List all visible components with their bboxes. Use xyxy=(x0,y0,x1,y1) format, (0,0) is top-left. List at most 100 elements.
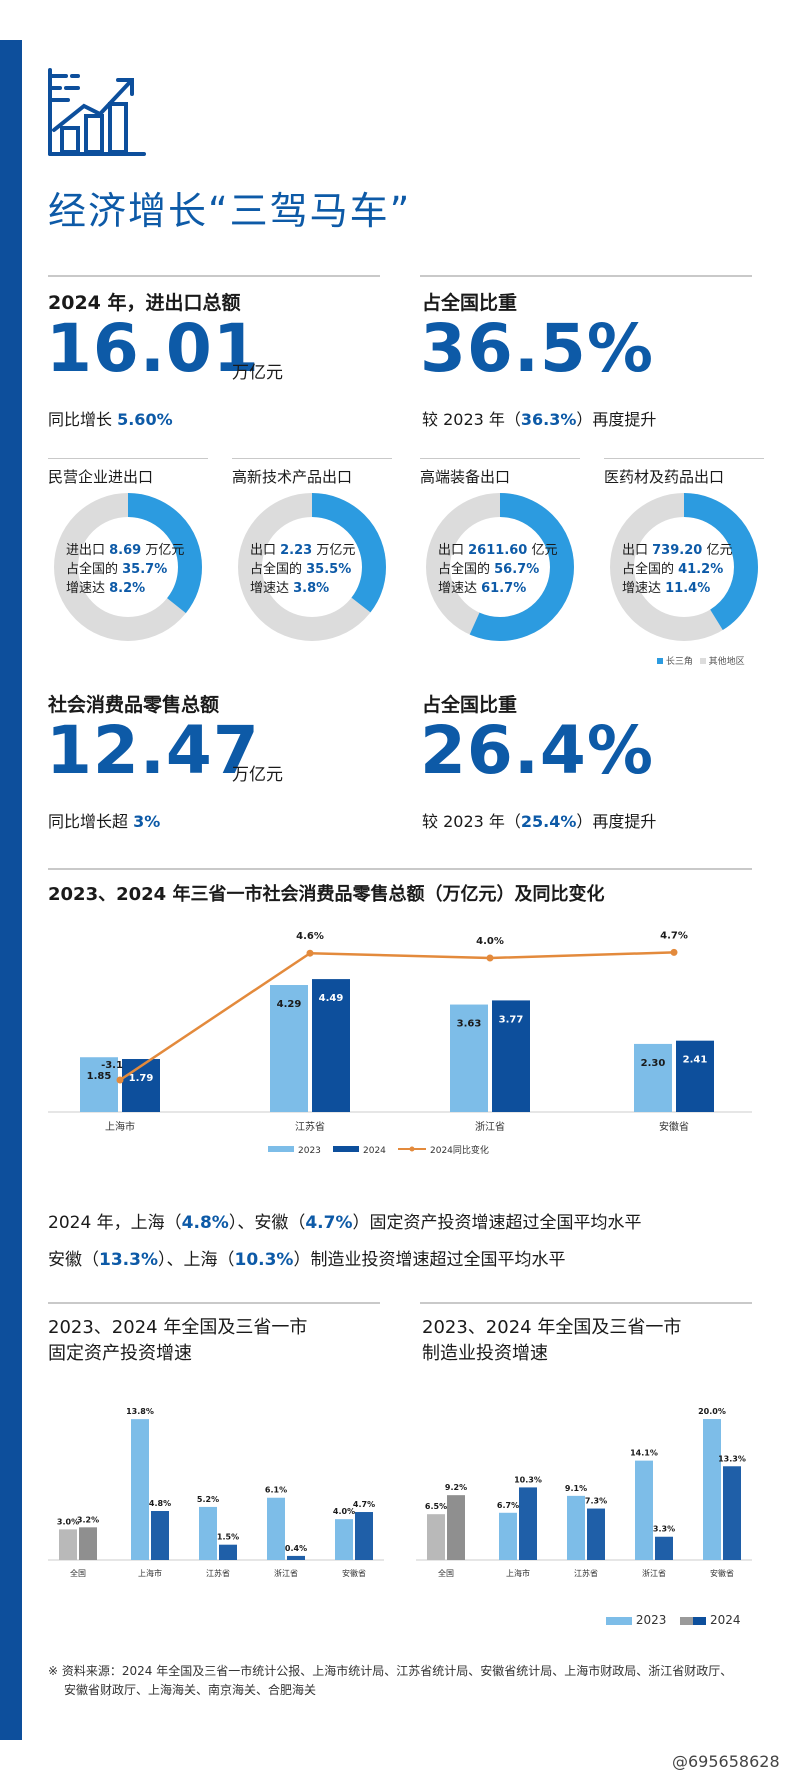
bar-2023 xyxy=(635,1460,653,1560)
trade-growth-prefix: 同比增长 xyxy=(48,410,118,429)
para-value: 10.3% xyxy=(234,1250,294,1270)
bar-2023 xyxy=(199,1506,217,1560)
category-label: 浙江省 xyxy=(475,1120,505,1133)
category-label: 上海市 xyxy=(138,1568,162,1578)
donut-line3: 增速达 11.4% xyxy=(622,581,711,596)
legend-swatch-blue xyxy=(657,658,663,664)
bar-label-2023: 2.30 xyxy=(641,1058,666,1069)
bar-2024 xyxy=(122,1059,160,1112)
bar-2024 xyxy=(723,1466,741,1560)
category-label: 安徽省 xyxy=(342,1568,366,1578)
category-label: 全国 xyxy=(438,1568,454,1578)
legend-label-growth: 2024同比变化 xyxy=(430,1144,489,1156)
bottom-legend: 2023 2024 xyxy=(606,1613,741,1627)
category-label: 浙江省 xyxy=(274,1568,298,1578)
bar-label-2023: 3.63 xyxy=(457,1019,482,1030)
legend-label-b: 其他地区 xyxy=(708,657,745,667)
bar-label-2023: 5.2% xyxy=(197,1495,219,1504)
donut-line2: 占全国的 41.2% xyxy=(622,562,724,577)
growth-label: -3.1 xyxy=(101,1060,123,1071)
bar-label-2024: 9.2% xyxy=(445,1483,467,1492)
note-prefix: 较 2023 年（ xyxy=(422,410,521,429)
bar-2023 xyxy=(634,1043,672,1112)
bar-label-2024: 1.5% xyxy=(217,1533,239,1542)
bar-label-2024: 0.4% xyxy=(285,1544,307,1553)
donut-text: 出口 2611.60 亿元 占全国的 56.7% 增速达 61.7% xyxy=(438,541,558,598)
category-label: 浙江省 xyxy=(642,1568,666,1578)
retail-chart: 1.85 1.79 上海市 4.29 4.49 江苏省 3.63 3.77 浙江省 2.30 2.4… xyxy=(48,930,752,1156)
bar-2024 xyxy=(151,1511,169,1560)
chart1-title: 2023、2024 年三省一市社会消费品零售总额（万亿元）及同比变化 xyxy=(48,884,605,905)
retail-unit: 万亿元 xyxy=(232,765,283,785)
retail-growth-value: 3% xyxy=(133,812,161,831)
donut-chart xyxy=(54,493,202,641)
growth-point xyxy=(306,949,314,957)
page-title: 经济增长“三驾马车” xyxy=(48,189,412,233)
divider xyxy=(420,1302,752,1304)
growth-point xyxy=(670,948,678,956)
source-line1: ※ 资料来源：2024 年全国及三省一市统计公报、上海市统计局、江苏省统计局、安… xyxy=(48,1664,733,1678)
bar-2024 xyxy=(312,979,350,1112)
bar-2024 xyxy=(519,1487,537,1560)
legend-swatch-2024 xyxy=(333,1146,359,1152)
bar-2024 xyxy=(492,1000,530,1112)
para-value: 13.3% xyxy=(99,1250,158,1270)
donut-text: 进出口 8.69 万亿元 占全国的 35.7% 增速达 8.2% xyxy=(66,541,184,598)
bar-label-2024: 3.3% xyxy=(653,1525,675,1534)
donut-line3: 增速达 61.7% xyxy=(438,581,527,596)
para-manufacturing: 安徽（13.3%）、上海（10.3%）制造业投资增速超过全国平均水平 xyxy=(48,1245,565,1270)
legend-swatch-2023 xyxy=(268,1146,294,1152)
donut-slice xyxy=(426,493,574,641)
growth-point xyxy=(486,954,494,962)
trade-value: 16.01 xyxy=(46,310,260,387)
donut-divider xyxy=(420,458,580,459)
note-value: 36.3% xyxy=(520,410,577,429)
bar-label-2023: 4.29 xyxy=(277,999,302,1010)
chart3-title-line1: 2023、2024 年全国及三省一市 xyxy=(422,1317,682,1338)
bar-label-2023: 1.85 xyxy=(87,1071,112,1082)
donut-chart xyxy=(426,493,574,641)
category-label: 上海市 xyxy=(506,1568,530,1578)
legend-label-2023: 2023 xyxy=(298,1146,321,1156)
bar-label-2023: 9.1% xyxy=(565,1484,587,1493)
bar-label-2024: 3.77 xyxy=(499,1014,524,1025)
bar-label-2023: 4.0% xyxy=(333,1507,355,1516)
trade-share-note: 较 2023 年（36.3%）再度提升 xyxy=(422,406,656,430)
retail-label: 社会消费品零售总额 xyxy=(48,694,220,716)
donut-divider xyxy=(48,458,208,459)
donut-line1: 出口 739.20 亿元 xyxy=(622,543,733,558)
retail-value: 12.47 xyxy=(46,712,260,789)
bar-2024 xyxy=(355,1512,373,1560)
retail-share-note: 较 2023 年（25.4%）再度提升 xyxy=(422,808,656,832)
bar-2024 xyxy=(219,1544,237,1560)
para-value: 4.8% xyxy=(181,1213,229,1233)
chart1-legend: 2023 2024 2024同比变化 xyxy=(268,1144,489,1156)
bar-label-2024: 4.7% xyxy=(353,1500,375,1509)
donut-title: 民营企业进出口 xyxy=(48,468,154,486)
para-fixed-investment: 2024 年，上海（4.8%）、安徽（4.7%）固定资产投资增速超过全国平均水平 xyxy=(48,1208,641,1233)
trade-share-label: 占全国比重 xyxy=(422,292,518,314)
donut-title: 高新技术产品出口 xyxy=(232,468,353,486)
bar-label-2024: 1.79 xyxy=(129,1073,154,1084)
divider xyxy=(48,275,380,277)
bar-2023 xyxy=(267,1497,285,1560)
bar-label-2024: 7.3% xyxy=(585,1497,607,1506)
legend-label-2023: 2023 xyxy=(635,1613,667,1627)
left-accent-bar xyxy=(0,40,22,1740)
bar-2024 xyxy=(447,1495,465,1560)
divider xyxy=(48,1302,380,1304)
bar-2023 xyxy=(427,1514,445,1560)
donut-line2: 占全国的 56.7% xyxy=(438,562,540,577)
bar-label-2024: 13.3% xyxy=(718,1454,746,1463)
chart3-title-line2: 制造业投资增速 xyxy=(422,1343,548,1364)
donut-title: 医药材及药品出口 xyxy=(604,468,725,486)
para-text: ）制造业投资增速超过全国平均水平 xyxy=(293,1250,566,1270)
trade-unit: 万亿元 xyxy=(232,363,283,383)
chart2-title-line2: 固定资产投资增速 xyxy=(48,1343,192,1364)
para-text: 2024 年，上海（ xyxy=(48,1213,182,1233)
bar-2023 xyxy=(567,1495,585,1560)
category-label: 上海市 xyxy=(105,1120,135,1133)
growth-chart-icon xyxy=(48,68,146,156)
chart3-title: 2023、2024 年全国及三省一市 制造业投资增速 xyxy=(422,1315,681,1367)
bar-label-2024: 4.49 xyxy=(319,993,344,1004)
